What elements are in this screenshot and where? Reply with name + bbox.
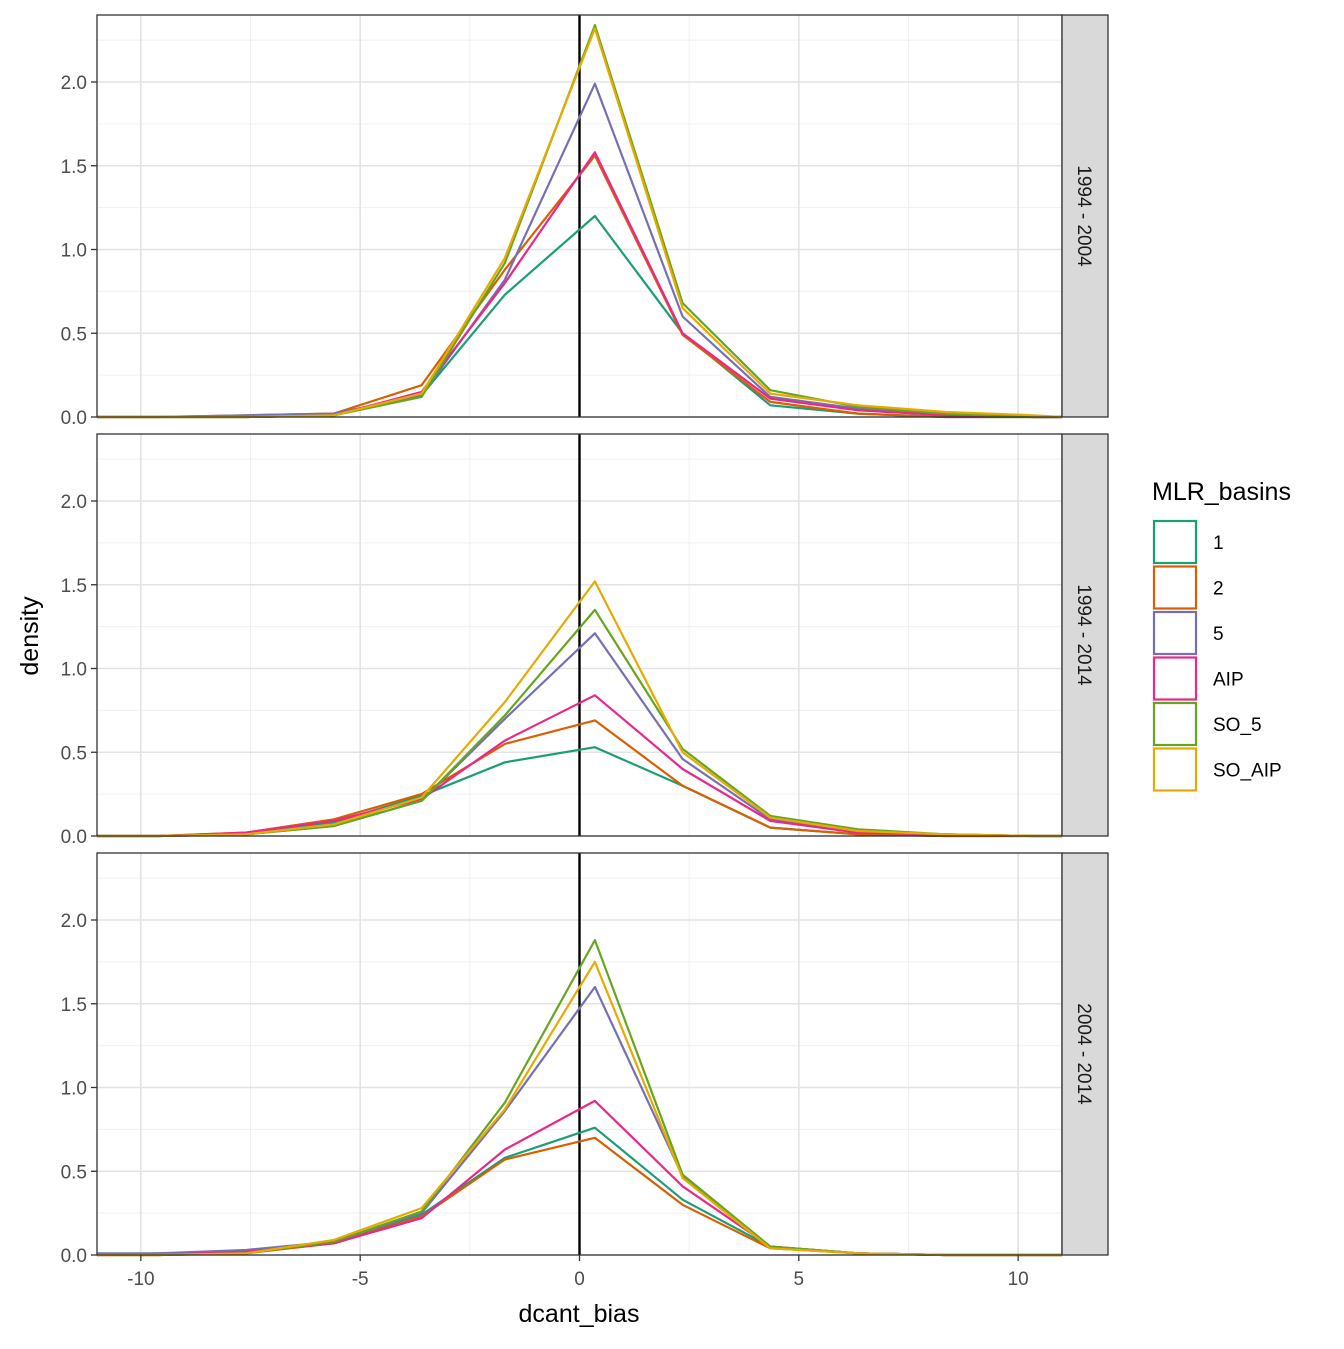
series-line-so-aip bbox=[97, 580, 1062, 838]
legend-item-2: 2 bbox=[1152, 565, 1224, 610]
x-tick-label: 5 bbox=[794, 1269, 805, 1290]
y-tick-label: 2.0 bbox=[61, 911, 87, 932]
legend-item-so-aip: SO_AIP bbox=[1152, 747, 1282, 792]
y-tick-label: 2.0 bbox=[61, 73, 87, 94]
y-tick-label: 1.5 bbox=[61, 995, 87, 1016]
legend-key bbox=[1152, 565, 1198, 610]
facet-strip-label: 1994 - 2014 bbox=[1073, 584, 1094, 686]
legend-key bbox=[1152, 747, 1198, 792]
legend-label: AIP bbox=[1213, 670, 1244, 691]
y-tick-label: 1.0 bbox=[61, 660, 87, 681]
legend-item-aip: AIP bbox=[1152, 656, 1244, 701]
facet-strip-label: 2004 - 2014 bbox=[1073, 1003, 1094, 1105]
legend-label: 2 bbox=[1213, 579, 1224, 600]
y-axis-title: density bbox=[16, 596, 44, 676]
y-tick-label: 1.5 bbox=[61, 157, 87, 178]
y-tick-label: 0.5 bbox=[61, 1162, 87, 1183]
y-tick-label: 0.0 bbox=[61, 827, 87, 848]
legend-key bbox=[1152, 701, 1198, 747]
x-axis-title: dcant_bias bbox=[519, 1300, 640, 1328]
x-tick-label: 10 bbox=[1008, 1269, 1029, 1290]
legend: MLR_basins 1 2 5 AIP SO_5 SO_AIP bbox=[1152, 478, 1291, 792]
y-tick-label: 2.0 bbox=[61, 492, 87, 513]
legend-label: 5 bbox=[1213, 624, 1224, 645]
legend-label: SO_5 bbox=[1213, 715, 1262, 736]
x-tick-label: -10 bbox=[127, 1269, 154, 1290]
y-tick-label: 0.0 bbox=[61, 408, 87, 429]
x-tick-label: -5 bbox=[352, 1269, 369, 1290]
y-tick-label: 1.0 bbox=[61, 1079, 87, 1100]
legend-key bbox=[1152, 656, 1198, 701]
legend-key bbox=[1152, 519, 1198, 565]
legend-label: 1 bbox=[1213, 533, 1224, 554]
facet-strip bbox=[1061, 433, 1109, 837]
legend-title: MLR_basins bbox=[1152, 478, 1291, 506]
y-tick-label: 0.0 bbox=[61, 1246, 87, 1267]
legend-item-1: 1 bbox=[1152, 519, 1224, 565]
facet-strip bbox=[1061, 14, 1109, 418]
legend-label: SO_AIP bbox=[1213, 761, 1282, 782]
facet-panel-2: 0.0 0.5 1.0 1.5 2.0 1994 - 2014 bbox=[61, 433, 1109, 848]
facet-panel-3: 0.0 0.5 1.0 1.5 2.0 2004 - 2014 -10 -5 0 5 10 bbox=[61, 852, 1109, 1290]
y-tick-label: 1.0 bbox=[61, 241, 87, 262]
facet-strip bbox=[1061, 852, 1109, 1256]
y-tick-label: 0.5 bbox=[61, 743, 87, 764]
facet-strip-label: 1994 - 2004 bbox=[1073, 165, 1094, 267]
legend-item-so-5: SO_5 bbox=[1152, 701, 1262, 747]
panels-layer: 0.0 0.5 1.0 1.5 2.0 1994 - 2004 0.0 0.5 1.0 1.5 2.… bbox=[61, 14, 1109, 1290]
y-tick-label: 1.5 bbox=[61, 576, 87, 597]
facet-panel-1: 0.0 0.5 1.0 1.5 2.0 1994 - 2004 bbox=[61, 14, 1109, 429]
legend-key bbox=[1152, 610, 1198, 656]
y-tick-label: 0.5 bbox=[61, 324, 87, 345]
legend-item-5: 5 bbox=[1152, 610, 1224, 656]
x-tick-label: 0 bbox=[574, 1269, 585, 1290]
